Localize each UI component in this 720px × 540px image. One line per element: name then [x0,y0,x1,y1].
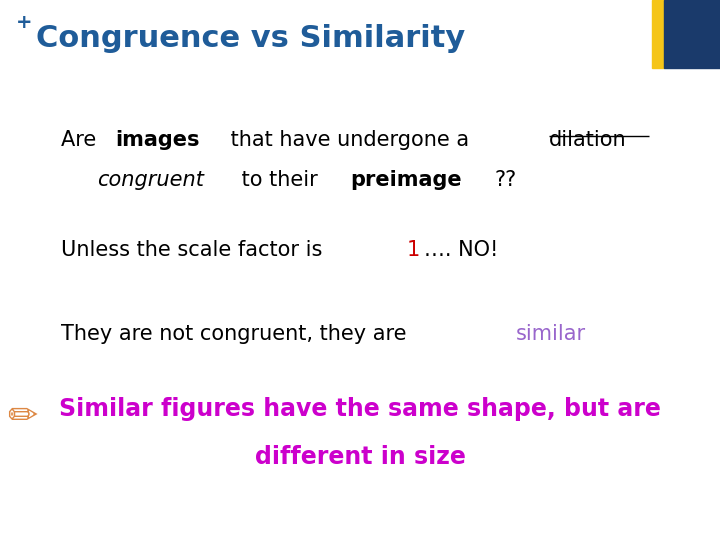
Text: They are not congruent, they are: They are not congruent, they are [61,324,413,344]
Text: Similar figures have the same shape, but are: Similar figures have the same shape, but… [59,397,661,421]
Text: 1: 1 [407,240,420,260]
Text: dilation: dilation [549,130,626,150]
Text: …. NO!: …. NO! [424,240,498,260]
Text: similar: similar [516,324,585,344]
Text: Congruence vs Similarity: Congruence vs Similarity [36,24,465,53]
Bar [652,0,664,68]
Text: +: + [16,14,32,32]
Text: ??: ?? [495,170,517,190]
Text: that have undergone a: that have undergone a [224,130,476,150]
Text: to their: to their [235,170,325,190]
Text: ✏: ✏ [7,400,37,434]
Text: Are: Are [61,130,103,150]
Text: preimage: preimage [351,170,462,190]
Text: congruent: congruent [97,170,204,190]
Bar [664,0,720,68]
Text: different in size: different in size [255,446,465,469]
Text: images: images [115,130,199,150]
Text: Unless the scale factor is: Unless the scale factor is [61,240,329,260]
